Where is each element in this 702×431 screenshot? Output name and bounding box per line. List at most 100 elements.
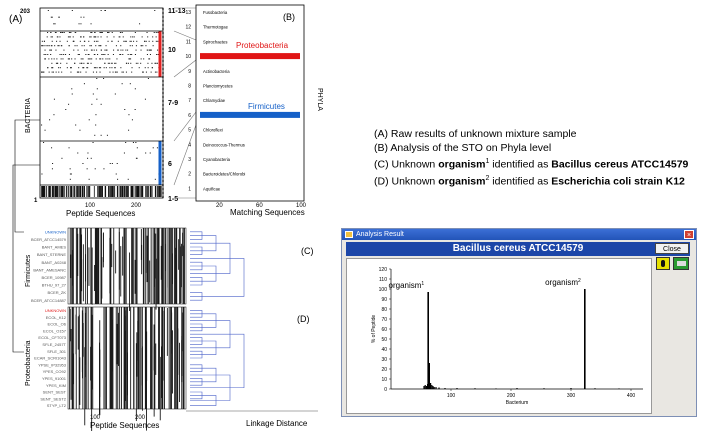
panel-b-proteobacteria-label: Proteobacteria <box>236 41 289 50</box>
result-bar-19 <box>618 388 620 389</box>
panel-a-xlabel: Peptide Sequences <box>66 209 135 218</box>
panel-d-row-label-3: ECOL_O157 <box>43 328 67 333</box>
panel-a-raw-results <box>41 10 162 197</box>
result-ytick-60: 60 <box>381 327 387 333</box>
phyla-tick-10: 10 <box>185 54 191 60</box>
result-xtick-200: 200 <box>507 393 516 399</box>
close-button[interactable]: Close <box>655 243 689 254</box>
panel-b-plot <box>195 4 305 202</box>
phyla-tick-1: 1 <box>188 186 191 192</box>
panel-a-to-c-arrow <box>12 119 40 353</box>
result-ytick-70: 70 <box>381 317 387 323</box>
result-ytick-110: 110 <box>379 277 387 283</box>
result-xtick-100: 100 <box>447 393 456 399</box>
panel-b-label: (B) <box>283 12 295 22</box>
panel-d-row-label-0: UNKNOWN <box>45 308 66 313</box>
result-bar-18 <box>594 388 596 389</box>
panel-c-row-label-4: BANT_A0248 <box>42 260 67 265</box>
result-bar-4 <box>428 363 430 389</box>
result-xtick-300: 300 <box>567 393 576 399</box>
phyla-label-bacteroidetes-chlorobi: Bacteroidetes/Chlorobi <box>203 172 245 177</box>
result-bar-14 <box>495 388 497 389</box>
panel-c-row-label-2: BANT_AMES <box>42 245 67 250</box>
panel-d-row-label-8: YPSE_IP32953 <box>38 362 67 367</box>
phyla-tick-9: 9 <box>188 69 191 75</box>
result-bar-2 <box>425 386 427 389</box>
panel-a-plot <box>39 7 164 199</box>
result-ytick-30: 30 <box>381 357 387 363</box>
result-bar-6 <box>431 385 433 389</box>
result-ytick-40: 40 <box>381 347 387 353</box>
panel-c-group-label: Firmicutes <box>25 254 32 287</box>
panel-a-label: (A) <box>9 14 22 25</box>
result-ytick-50: 50 <box>381 337 387 343</box>
result-peak-label-2: organism2 <box>545 278 581 287</box>
phyla-tick-7: 7 <box>188 98 191 104</box>
linkage-dendrogram <box>190 231 245 406</box>
result-ytick-100: 100 <box>379 287 388 293</box>
result-ylabel: % of Peptide <box>371 315 377 344</box>
window-close-icon[interactable]: × <box>684 230 694 239</box>
result-bar-9 <box>435 387 437 389</box>
figure-legend: (A) Raw results of unknown mixture sampl… <box>374 128 688 189</box>
result-bar-17 <box>570 388 572 389</box>
phyla-xtick-20: 20 <box>216 203 223 209</box>
result-bar-8 <box>433 387 435 389</box>
phyla-label-aquificae: Aquificae <box>203 186 221 191</box>
panel-c-row-label-9: BCER_ATCC14887 <box>31 298 67 303</box>
panel-a-marker-11-13: 11-13 <box>168 8 186 15</box>
result-bar-13 <box>474 388 476 389</box>
panel-c-row-label-0: UNKNOWN <box>45 229 66 234</box>
legend-c: (C) Unknown organism1 identified as Baci… <box>374 158 689 171</box>
result-peak-2 <box>584 289 586 389</box>
result-ytick-0: 0 <box>384 387 387 393</box>
phyla-tick-8: 8 <box>188 84 191 90</box>
result-bar-15 <box>516 388 518 389</box>
phyla-tick-3: 3 <box>188 157 191 163</box>
result-bar-5 <box>430 383 432 389</box>
result-chart: 0 10 20 30 40 50 60 70 80 90 100 110 120 100 200 300 400… <box>371 267 643 406</box>
result-peak-1 <box>427 292 429 389</box>
result-ytick-20: 20 <box>381 367 387 373</box>
result-ytick-120: 120 <box>379 267 388 273</box>
panel-c-row-label-8: BCER_ZK <box>48 290 67 295</box>
panel-a-ymax: 203 <box>20 9 31 15</box>
panel-c-row-label-7: BTHU_97_27 <box>42 283 67 288</box>
panel-d-row-label-10: YPES_91001 <box>42 376 67 381</box>
info-icon[interactable] <box>656 257 670 270</box>
panel-d-row-label-14: STYP_LT2 <box>47 403 67 408</box>
phyla-tick-12: 12 <box>185 25 191 31</box>
phyla-bar-firmicutes <box>200 111 300 118</box>
phyla-label-thermotogae: Thermotogae <box>203 25 229 30</box>
panel-d-row-label-9: YPES_CO92 <box>43 369 67 374</box>
export-icon[interactable] <box>673 257 689 270</box>
panel-c-row-label-1: BCER_ATCC14579 <box>31 237 67 242</box>
panel-cd-xlabel-left: Peptide Sequences <box>90 421 159 430</box>
panel-d-label: (D) <box>297 314 310 324</box>
phyla-label-actinobacteria: Actinobacteria <box>203 69 230 74</box>
panel-d-row-label-12: SENT_SEST <box>43 390 67 395</box>
panel-d-row-label-11: YPES_KIM <box>46 383 66 388</box>
panel-d-row-label-4: ECOL_CFT073 <box>38 335 66 340</box>
window-titlebar[interactable]: Analysis Result × <box>342 229 696 240</box>
phyla-tick-13: 13 <box>185 10 191 16</box>
analysis-result-window: Analysis Result × Bacillus cereus ATCC14… <box>341 228 697 417</box>
phyla-label-fusobacteria: Fusobacteria <box>203 10 228 15</box>
window-title: Analysis Result <box>356 231 404 238</box>
panel-a-b-connectors <box>173 7 197 199</box>
panel-d-row-label-7: ECAR_SCRI1043 <box>34 356 67 361</box>
panel-a-ylabel: BACTERIA <box>25 98 32 133</box>
panel-a-marker-7-9: 7-9 <box>168 100 178 107</box>
result-ytick-90: 90 <box>381 297 387 303</box>
legend-b: (B) Analysis of the STO on Phyla level <box>374 141 552 154</box>
phyla-label-chloroflexi: Chloroflexi <box>203 128 223 133</box>
panel-a-xtick-100: 100 <box>85 203 96 209</box>
result-bar-0 <box>423 386 425 389</box>
phyla-label-deinococcus-thermus: Deinococcus-Thermus <box>203 142 245 147</box>
panel-cd-xlabel-right: Linkage Distance <box>246 419 308 428</box>
panel-d-row-label-5: SFLE_2457T <box>42 342 66 347</box>
result-ytick-80: 80 <box>381 307 387 313</box>
result-bar-1 <box>424 385 426 389</box>
phyla-xtick-100: 100 <box>296 203 307 209</box>
panel-cd-xtick-100: 100 <box>90 415 101 421</box>
